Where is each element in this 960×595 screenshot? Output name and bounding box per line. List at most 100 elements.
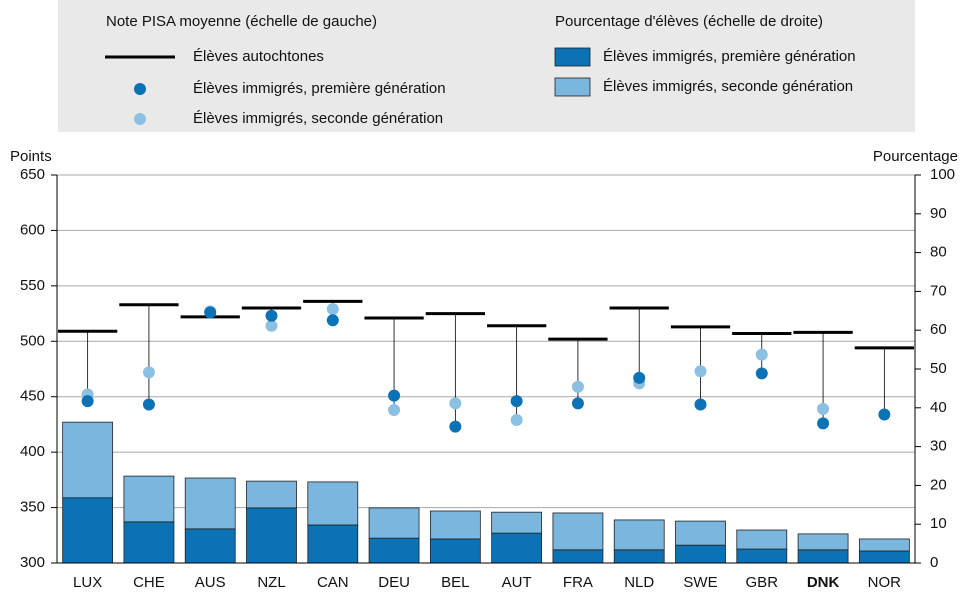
legend-dot bbox=[134, 113, 146, 125]
bar bbox=[736, 529, 788, 550]
bar bbox=[62, 421, 114, 499]
y-tick-label: 650 bbox=[20, 166, 45, 183]
bar bbox=[552, 549, 604, 564]
bar bbox=[368, 537, 420, 564]
score-dot bbox=[694, 398, 707, 411]
y2-tick-label: 80 bbox=[930, 244, 947, 261]
bar bbox=[858, 538, 910, 552]
y2-tick-label: 40 bbox=[930, 399, 947, 416]
y2-tick-label: 30 bbox=[930, 438, 947, 455]
bar bbox=[552, 512, 604, 551]
bar bbox=[307, 481, 359, 526]
bar bbox=[613, 519, 665, 551]
y-tick-label: 550 bbox=[20, 277, 45, 294]
score-dot bbox=[265, 309, 278, 322]
y2-tick-label: 70 bbox=[930, 282, 947, 299]
bar bbox=[429, 510, 481, 540]
y-axis-title: Points bbox=[10, 148, 52, 165]
bar bbox=[429, 538, 481, 564]
score-dot bbox=[326, 303, 339, 316]
bar bbox=[246, 480, 297, 509]
x-tick-label: SWE bbox=[683, 574, 717, 591]
bar bbox=[491, 532, 543, 564]
score-dot bbox=[571, 397, 584, 410]
y2-axis-title: Pourcentage bbox=[873, 148, 958, 165]
score-dot bbox=[449, 420, 462, 433]
y2-tick-label: 10 bbox=[930, 515, 947, 532]
bar bbox=[123, 521, 175, 564]
bar bbox=[246, 507, 297, 564]
score-dot bbox=[265, 319, 278, 332]
bar bbox=[307, 524, 359, 564]
legend-heading: Pourcentage d'élèves (échelle de droite) bbox=[555, 13, 823, 30]
x-tick-label: GBR bbox=[746, 574, 779, 591]
x-tick-label: LUX bbox=[73, 574, 102, 591]
bar bbox=[797, 533, 849, 551]
score-dot bbox=[204, 306, 217, 319]
score-dot bbox=[81, 395, 94, 408]
x-tick-label: BEL bbox=[441, 574, 469, 591]
score-dot bbox=[510, 413, 523, 426]
score-dot bbox=[326, 314, 339, 327]
x-tick-label: NOR bbox=[868, 574, 902, 591]
x-tick-label: NLD bbox=[624, 574, 654, 591]
score-dot bbox=[817, 402, 830, 415]
y-tick-label: 400 bbox=[20, 443, 45, 460]
bar bbox=[184, 528, 236, 564]
score-dot bbox=[510, 395, 523, 408]
y2-tick-label: 0 bbox=[930, 554, 938, 571]
bar bbox=[675, 544, 726, 564]
legend-label: Élèves immigrés, seconde génération bbox=[193, 110, 443, 127]
score-dot bbox=[633, 371, 646, 384]
bar bbox=[858, 550, 910, 564]
score-dot bbox=[817, 417, 830, 430]
score-dot bbox=[142, 366, 155, 379]
x-tick-label: DEU bbox=[378, 574, 410, 591]
bar bbox=[797, 549, 849, 564]
bar bbox=[368, 507, 420, 539]
score-dot bbox=[449, 397, 462, 410]
x-tick-label: FRA bbox=[563, 574, 593, 591]
x-tick-label: CHE bbox=[133, 574, 165, 591]
score-dot bbox=[755, 348, 768, 361]
legend-label: Élèves autochtones bbox=[193, 48, 324, 65]
score-dot bbox=[755, 367, 768, 380]
x-tick-label: DNK bbox=[807, 574, 840, 591]
bar bbox=[123, 475, 175, 523]
legend-label: Élèves immigrés, première génération bbox=[193, 80, 446, 97]
x-tick-label: AUS bbox=[195, 574, 226, 591]
score-dot bbox=[388, 404, 401, 417]
x-tick-label: AUT bbox=[502, 574, 532, 591]
bar bbox=[613, 549, 665, 564]
bar bbox=[184, 477, 236, 530]
bar bbox=[62, 497, 114, 564]
score-dot bbox=[878, 408, 891, 421]
score-dot bbox=[142, 398, 155, 411]
y2-tick-label: 60 bbox=[930, 321, 947, 338]
bar bbox=[736, 548, 788, 564]
y-tick-label: 500 bbox=[20, 332, 45, 349]
y-tick-label: 450 bbox=[20, 388, 45, 405]
y2-tick-label: 90 bbox=[930, 205, 947, 222]
legend-box bbox=[58, 0, 915, 132]
y2-tick-label: 50 bbox=[930, 360, 947, 377]
y2-tick-label: 100 bbox=[930, 166, 955, 183]
bar bbox=[491, 511, 543, 534]
score-dot bbox=[388, 389, 401, 402]
legend-dot bbox=[134, 83, 146, 95]
legend-label: Élèves immigrés, seconde génération bbox=[603, 78, 853, 95]
y-tick-label: 350 bbox=[20, 499, 45, 516]
y-tick-label: 300 bbox=[20, 554, 45, 571]
y2-tick-label: 20 bbox=[930, 476, 947, 493]
score-dot bbox=[571, 380, 584, 393]
bar bbox=[675, 520, 726, 546]
score-dot bbox=[694, 365, 707, 378]
x-tick-label: NZL bbox=[257, 574, 285, 591]
y-tick-label: 600 bbox=[20, 221, 45, 238]
legend-swatch bbox=[554, 47, 591, 67]
x-tick-label: CAN bbox=[317, 574, 349, 591]
legend-label: Élèves immigrés, première génération bbox=[603, 48, 856, 65]
legend-heading: Note PISA moyenne (échelle de gauche) bbox=[106, 13, 377, 30]
legend-swatch bbox=[554, 77, 591, 97]
